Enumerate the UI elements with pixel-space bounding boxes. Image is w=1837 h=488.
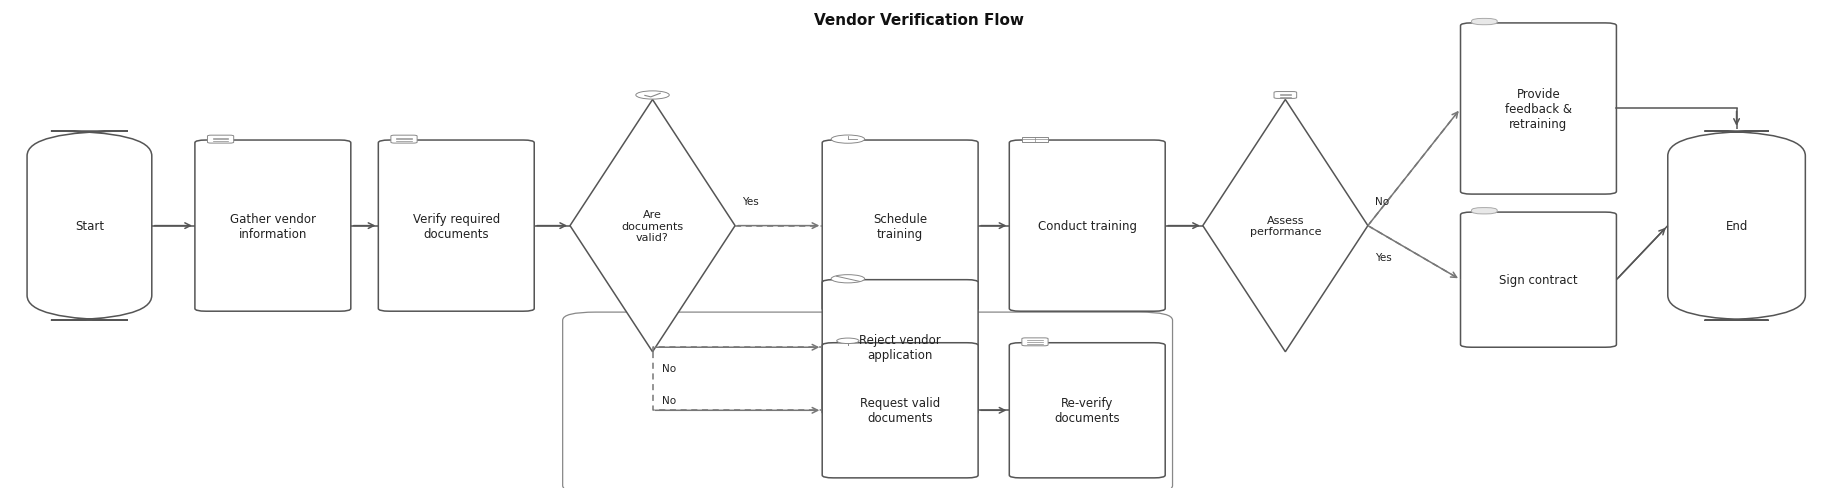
Text: Start: Start <box>75 220 105 233</box>
FancyBboxPatch shape <box>1668 132 1806 321</box>
FancyBboxPatch shape <box>1021 338 1049 346</box>
Text: Re-verify
documents: Re-verify documents <box>1054 396 1121 425</box>
FancyBboxPatch shape <box>1460 24 1617 195</box>
FancyBboxPatch shape <box>391 136 417 144</box>
FancyBboxPatch shape <box>1471 20 1497 26</box>
Text: No: No <box>661 395 676 405</box>
FancyBboxPatch shape <box>1460 213 1617 347</box>
FancyBboxPatch shape <box>195 141 351 311</box>
Text: Assess
performance: Assess performance <box>1249 215 1321 237</box>
Text: Gather vendor
information: Gather vendor information <box>230 212 316 240</box>
Text: Request valid
documents: Request valid documents <box>860 396 941 425</box>
Text: Conduct training: Conduct training <box>1038 220 1137 233</box>
Text: Are
documents
valid?: Are documents valid? <box>621 209 683 243</box>
Circle shape <box>830 275 865 284</box>
FancyBboxPatch shape <box>1471 208 1497 214</box>
Polygon shape <box>569 100 735 352</box>
Circle shape <box>636 92 669 100</box>
Text: Verify required
documents: Verify required documents <box>413 212 500 240</box>
Bar <box>1023 137 1047 142</box>
FancyBboxPatch shape <box>823 141 977 311</box>
Text: Sign contract: Sign contract <box>1499 274 1578 286</box>
FancyBboxPatch shape <box>1009 141 1165 311</box>
Text: Provide
feedback &
retraining: Provide feedback & retraining <box>1505 88 1572 131</box>
Text: No: No <box>661 363 676 373</box>
FancyBboxPatch shape <box>823 343 977 478</box>
Text: Vendor Verification Flow: Vendor Verification Flow <box>814 13 1023 28</box>
FancyBboxPatch shape <box>208 136 233 144</box>
Text: Yes: Yes <box>1376 253 1392 263</box>
Circle shape <box>836 338 860 344</box>
FancyBboxPatch shape <box>823 280 977 415</box>
Circle shape <box>830 136 865 144</box>
Text: Yes: Yes <box>742 197 759 206</box>
Text: End: End <box>1725 220 1747 233</box>
Text: No: No <box>1376 197 1389 206</box>
FancyBboxPatch shape <box>378 141 535 311</box>
Text: Schedule
training: Schedule training <box>873 212 928 240</box>
FancyBboxPatch shape <box>1009 343 1165 478</box>
FancyBboxPatch shape <box>1275 92 1297 99</box>
Polygon shape <box>1203 100 1369 352</box>
Text: Reject vendor
application: Reject vendor application <box>860 334 941 362</box>
FancyBboxPatch shape <box>28 132 152 321</box>
